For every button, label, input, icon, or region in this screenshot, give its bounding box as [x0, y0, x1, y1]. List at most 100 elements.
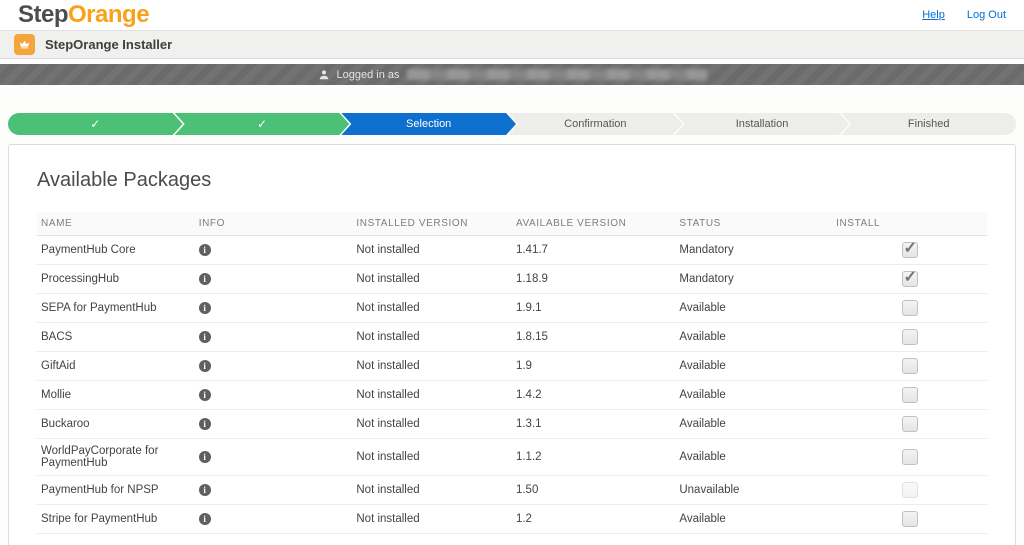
column-header-install: Install	[832, 212, 987, 236]
package-name: SEPA for PaymentHub	[37, 294, 195, 323]
available-version: 1.41.7	[512, 236, 675, 265]
info-cell: i	[195, 352, 353, 381]
install-checkbox[interactable]	[902, 300, 918, 316]
info-icon[interactable]: i	[199, 360, 211, 372]
installed-version: Not installed	[352, 294, 512, 323]
main-content: ✓✓SelectionConfirmationInstallationFinis…	[0, 85, 1024, 544]
install-cell	[832, 352, 987, 381]
install-checkbox[interactable]	[902, 449, 918, 465]
checkmark-icon: ✓	[904, 238, 917, 258]
status-value: Available	[675, 294, 832, 323]
available-version: 1.3.1	[512, 410, 675, 439]
help-link[interactable]: Help	[922, 9, 945, 21]
logged-in-user-redacted	[407, 69, 707, 80]
status-value: Mandatory	[675, 236, 832, 265]
logo-text-orange: Orange	[68, 1, 149, 28]
info-icon[interactable]: i	[199, 389, 211, 401]
package-name: Buckaroo	[37, 410, 195, 439]
app-header: StepOrange Installer	[0, 30, 1024, 59]
status-value: Unavailable	[675, 476, 832, 505]
info-icon[interactable]: i	[199, 484, 211, 496]
crown-icon	[14, 34, 35, 55]
install-cell	[832, 381, 987, 410]
info-cell: i	[195, 323, 353, 352]
installed-version: Not installed	[352, 505, 512, 534]
install-cell	[832, 439, 987, 476]
install-cell	[832, 476, 987, 505]
info-icon[interactable]: i	[199, 451, 211, 463]
packages-table: Name Info Installed Version Available Ve…	[37, 212, 987, 534]
status-value: Available	[675, 505, 832, 534]
install-checkbox[interactable]	[902, 416, 918, 432]
table-row: Buckaroo i Not installed1.3.1Available	[37, 410, 987, 439]
status-value: Available	[675, 410, 832, 439]
column-header-available-version: Available Version	[512, 212, 675, 236]
installed-version: Not installed	[352, 439, 512, 476]
column-header-status: Status	[675, 212, 832, 236]
table-row: WorldPayCorporate for PaymentHub i Not ins…	[37, 439, 987, 476]
install-checkbox	[902, 482, 918, 498]
info-cell: i	[195, 294, 353, 323]
installed-version: Not installed	[352, 410, 512, 439]
logged-in-label: Logged in as	[337, 69, 400, 81]
top-links: Help Log Out	[922, 9, 1006, 21]
wizard-step-confirmation: Confirmation	[508, 113, 683, 135]
logo-text-step: Step	[18, 1, 68, 28]
table-row: MollieiNot installed1.4.2Available	[37, 381, 987, 410]
info-cell: i	[195, 476, 353, 505]
available-version: 1.9.1	[512, 294, 675, 323]
info-cell: i	[195, 236, 353, 265]
column-header-info: Info	[195, 212, 353, 236]
info-icon[interactable]: i	[199, 513, 211, 525]
wizard-step-complete-2: ✓	[175, 113, 350, 135]
available-version: 1.1.2	[512, 439, 675, 476]
install-cell: ✓	[832, 236, 987, 265]
wizard-step-installation: Installation	[675, 113, 850, 135]
available-version: 1.18.9	[512, 265, 675, 294]
install-cell	[832, 294, 987, 323]
wizard-step-complete-1: ✓	[8, 113, 183, 135]
top-bar: StepOrange Help Log Out	[0, 0, 1024, 30]
install-cell: ✓	[832, 265, 987, 294]
logout-link[interactable]: Log Out	[967, 9, 1006, 21]
available-version: 1.9	[512, 352, 675, 381]
table-row: GiftAidiNot installed1.9Available	[37, 352, 987, 381]
install-checkbox[interactable]	[902, 511, 918, 527]
install-cell	[832, 323, 987, 352]
column-header-name: Name	[37, 212, 195, 236]
info-icon[interactable]: i	[199, 273, 211, 285]
install-checkbox[interactable]: ✓	[902, 271, 918, 287]
available-version: 1.8.15	[512, 323, 675, 352]
package-name: WorldPayCorporate for PaymentHub	[37, 439, 195, 476]
install-cell	[832, 505, 987, 534]
install-checkbox[interactable]: ✓	[902, 242, 918, 258]
install-checkbox[interactable]	[902, 358, 918, 374]
available-version: 1.4.2	[512, 381, 675, 410]
info-icon[interactable]: i	[199, 244, 211, 256]
table-row: BACSiNot installed1.8.15Available	[37, 323, 987, 352]
checkmark-icon: ✓	[904, 267, 917, 287]
install-checkbox[interactable]	[902, 387, 918, 403]
install-cell	[832, 410, 987, 439]
package-name: BACS	[37, 323, 195, 352]
person-icon	[318, 69, 330, 81]
package-name: GiftAid	[37, 352, 195, 381]
table-header-row: Name Info Installed Version Available Ve…	[37, 212, 987, 236]
info-icon[interactable]: i	[199, 302, 211, 314]
info-cell: i	[195, 265, 353, 294]
status-value: Available	[675, 323, 832, 352]
package-name: Stripe for PaymentHub	[37, 505, 195, 534]
installed-version: Not installed	[352, 476, 512, 505]
info-cell: i	[195, 439, 353, 476]
table-row: ProcessingHubiNot installed1.18.9Mandato…	[37, 265, 987, 294]
info-icon[interactable]: i	[199, 331, 211, 343]
available-version: 1.50	[512, 476, 675, 505]
available-packages-panel: Available Packages Name Info Installed V…	[8, 144, 1016, 545]
install-checkbox[interactable]	[902, 329, 918, 345]
available-version: 1.2	[512, 505, 675, 534]
package-name: Mollie	[37, 381, 195, 410]
app-title: StepOrange Installer	[45, 37, 172, 52]
info-icon[interactable]: i	[199, 418, 211, 430]
installed-version: Not installed	[352, 352, 512, 381]
check-icon: ✓	[90, 117, 100, 131]
